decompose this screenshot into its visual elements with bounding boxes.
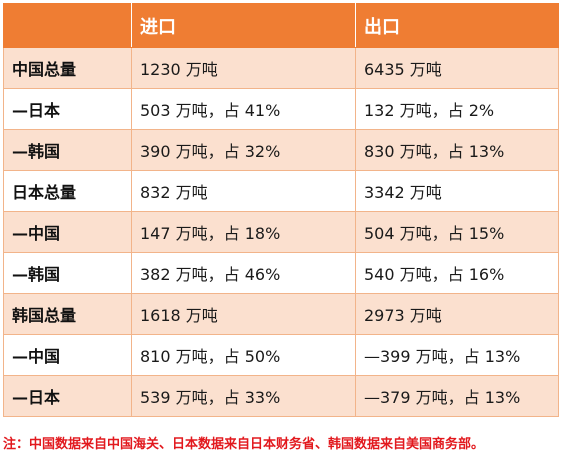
import-cell: 1618 万吨 <box>131 293 356 335</box>
source-note: 注：中国数据来自中国海关、日本数据来自日本财务省、韩国数据来自美国商务部。 <box>3 437 485 452</box>
table-row: —中国 147 万吨，占 18% 504 万吨，占 15% <box>3 211 559 253</box>
row-label-cell: —日本 <box>3 88 132 130</box>
import-cell: 810 万吨，占 50% <box>131 334 356 376</box>
table-row: —日本 539 万吨，占 33% —379 万吨，占 13% <box>3 375 559 417</box>
header-cell-label <box>3 3 132 48</box>
import-cell: 503 万吨，占 41% <box>131 88 356 130</box>
trade-table: 进口 出口 中国总量 1230 万吨 6435 万吨 —日本 503 万吨，占 41% 1… <box>3 3 559 417</box>
import-cell: 382 万吨，占 46% <box>131 252 356 294</box>
row-label-cell: —中国 <box>3 211 132 253</box>
table-row: 韩国总量 1618 万吨 2973 万吨 <box>3 293 559 335</box>
trade-table-container: 进口 出口 中国总量 1230 万吨 6435 万吨 —日本 503 万吨，占 41% 1… <box>3 3 559 417</box>
table-row: —韩国 382 万吨，占 46% 540 万吨，占 16% <box>3 252 559 294</box>
table-header-row: 进口 出口 <box>3 3 559 48</box>
row-label-cell: —韩国 <box>3 252 132 294</box>
row-label-cell: —韩国 <box>3 129 132 171</box>
export-cell: —379 万吨，占 13% <box>355 375 559 417</box>
export-cell: 2973 万吨 <box>355 293 559 335</box>
export-cell: 6435 万吨 <box>355 47 559 89</box>
table-row: —日本 503 万吨，占 41% 132 万吨，占 2% <box>3 88 559 130</box>
import-cell: 539 万吨，占 33% <box>131 375 356 417</box>
row-label-cell: 日本总量 <box>3 170 132 212</box>
export-cell: 504 万吨，占 15% <box>355 211 559 253</box>
row-label-cell: 韩国总量 <box>3 293 132 335</box>
header-cell-export: 出口 <box>355 3 559 48</box>
import-cell: 1230 万吨 <box>131 47 356 89</box>
table-row: 中国总量 1230 万吨 6435 万吨 <box>3 47 559 89</box>
header-cell-import: 进口 <box>131 3 356 48</box>
table-body: 中国总量 1230 万吨 6435 万吨 —日本 503 万吨，占 41% 132 万吨，… <box>3 47 559 417</box>
row-label-cell: —日本 <box>3 375 132 417</box>
export-cell: 132 万吨，占 2% <box>355 88 559 130</box>
table-row: —中国 810 万吨，占 50% —399 万吨，占 13% <box>3 334 559 376</box>
import-cell: 390 万吨，占 32% <box>131 129 356 171</box>
import-cell: 147 万吨，占 18% <box>131 211 356 253</box>
import-cell: 832 万吨 <box>131 170 356 212</box>
row-label-cell: —中国 <box>3 334 132 376</box>
export-cell: 830 万吨，占 13% <box>355 129 559 171</box>
export-cell: 540 万吨，占 16% <box>355 252 559 294</box>
export-cell: 3342 万吨 <box>355 170 559 212</box>
row-label-cell: 中国总量 <box>3 47 132 89</box>
table-row: 日本总量 832 万吨 3342 万吨 <box>3 170 559 212</box>
export-cell: —399 万吨，占 13% <box>355 334 559 376</box>
table-row: —韩国 390 万吨，占 32% 830 万吨，占 13% <box>3 129 559 171</box>
